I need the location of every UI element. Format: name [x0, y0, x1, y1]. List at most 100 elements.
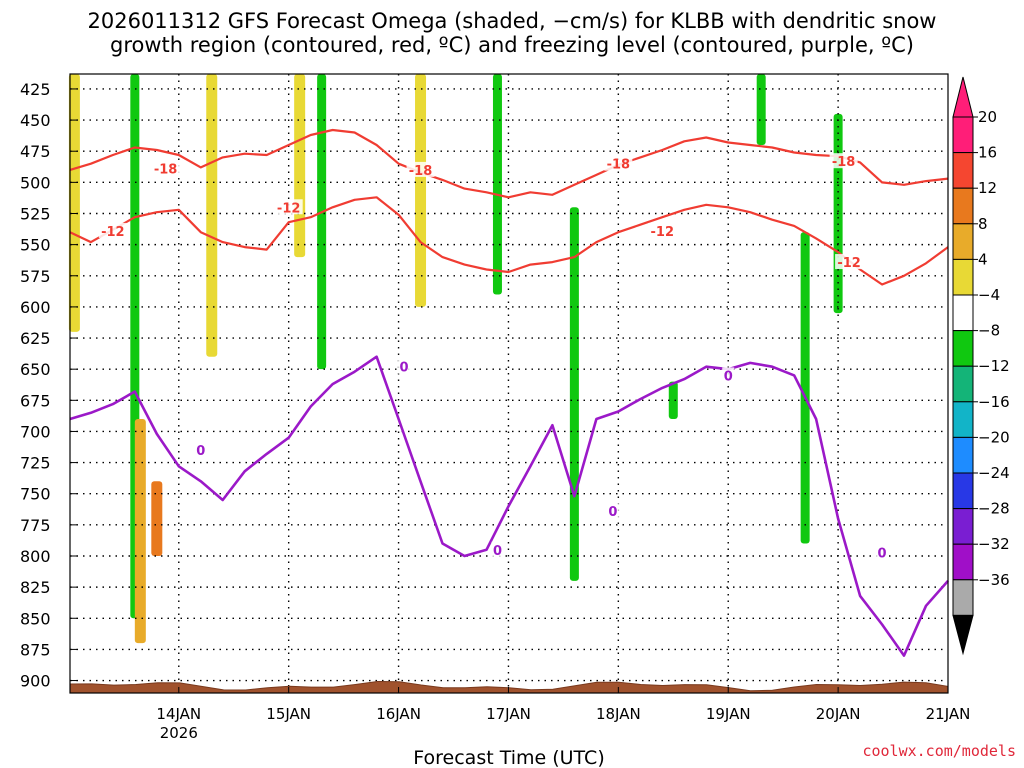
colorbar-segment-1	[952, 152, 974, 189]
contour-label-0: -18	[154, 163, 178, 178]
omega-streak-12	[800, 232, 810, 544]
contour-label-bg-8	[194, 442, 207, 458]
chart-title-line1: 2026011312 GFS Forecast Omega (shaded, −…	[88, 9, 937, 33]
contour-label-bg-2	[604, 155, 633, 171]
omega-streak-7	[415, 74, 427, 307]
omega-streak-11	[756, 74, 766, 145]
contour-label-6: -12	[651, 225, 675, 240]
contour-label-8: 0	[196, 444, 205, 459]
y-tick-label-625: 625	[20, 329, 51, 348]
omega-streak-4	[206, 74, 218, 357]
contour-label-bg-4	[98, 222, 127, 238]
y-tick-label-600: 600	[20, 298, 51, 317]
colorbar-segment-2	[952, 187, 974, 225]
omega-streak-10	[668, 381, 678, 419]
contour-label-11: 0	[608, 505, 617, 520]
contour-label-bg-3	[829, 153, 858, 169]
colorbar-segment-5	[952, 294, 974, 332]
y-axis: 425 450 475 500 525 550 575 600 625 650 675 700 725 7…	[20, 80, 77, 691]
y-tick-label-900: 900	[20, 672, 51, 691]
colorbar-segment-8	[952, 401, 974, 438]
colorbar-bottom-arrow	[952, 614, 974, 656]
colorbar-label-9: −20	[978, 428, 1010, 446]
x-tick-label-20JAN: 20JAN	[816, 705, 861, 723]
contour-label-bg-6	[648, 222, 677, 238]
colorbar: 20 16 12 8 4 −4 −8 −12 −16 −20 −24 −28 −32 −36	[952, 76, 1010, 656]
y-tick-label-650: 650	[20, 360, 51, 379]
colorbar-label-3: 8	[978, 215, 988, 233]
contour-series-2	[69, 355, 949, 657]
credit-text: coolwx.com/models	[862, 742, 1016, 760]
colorbar-label-4: 4	[978, 250, 988, 268]
colorbar-label-8: −16	[978, 393, 1010, 411]
colorbar-label-10: −24	[978, 464, 1010, 482]
omega-streak-8	[492, 74, 502, 295]
y-tick-label-800: 800	[20, 547, 51, 566]
contour-label-7: -12	[837, 256, 861, 271]
contour-series-0	[69, 128, 949, 199]
x-tick-label-21JAN: 21JAN	[926, 705, 971, 723]
colorbar-segment-4	[952, 258, 974, 296]
contour-label-bg-7	[835, 254, 864, 270]
contour-label-bg-0	[151, 160, 180, 176]
plot-border	[69, 73, 949, 694]
colorbar-top-arrow	[952, 76, 974, 118]
colorbar-segment-7	[952, 365, 974, 403]
colorbar-segment-6	[952, 330, 974, 367]
contour-label-13: 0	[878, 546, 887, 561]
colorbar-segment-10	[952, 472, 974, 510]
colorbar-label-1: 16	[978, 144, 997, 162]
contour-label-10: 0	[493, 544, 502, 559]
contour-label-3: -18	[832, 155, 856, 170]
y-tick-label-450: 450	[20, 111, 51, 130]
contour-label-bg-10	[491, 541, 504, 557]
y-tick-label-725: 725	[20, 454, 51, 473]
contour-label-9: 0	[400, 361, 409, 376]
colorbar-segment-3	[952, 223, 974, 260]
contour-label-bg-12	[722, 367, 735, 383]
omega-streak-0	[68, 74, 80, 332]
colorbar-segment-0	[952, 116, 974, 154]
contour-series-1	[69, 196, 949, 286]
x-tick-label-14JAN: 14JAN	[156, 705, 201, 723]
y-tick-label-525: 525	[20, 204, 51, 223]
y-tick-label-575: 575	[20, 267, 51, 286]
colorbar-label-12: −32	[978, 535, 1010, 553]
contour-label-bg-13	[876, 544, 889, 560]
y-tick-label-500: 500	[20, 173, 51, 192]
y-tick-label-700: 700	[20, 422, 51, 441]
contour-label-12: 0	[724, 369, 733, 384]
contour-layer: -18 -18 -18 -18 -12 -12 -12 -12 0 0 0 0 0 0	[69, 128, 949, 657]
colorbar-segment-12	[952, 543, 974, 581]
contour-label-5: -12	[277, 201, 301, 216]
y-tick-label-850: 850	[20, 609, 51, 628]
contour-label-bg-1	[406, 161, 435, 177]
colorbar-segment-11	[952, 508, 974, 545]
colorbar-label-11: −28	[978, 500, 1010, 518]
contour-label-bg-9	[398, 358, 411, 374]
omega-streak-5	[294, 74, 306, 258]
x-tick-label-16JAN: 16JAN	[376, 705, 421, 723]
x-tick-label-19JAN: 19JAN	[706, 705, 751, 723]
x-tick-sublabel-year: 2026	[160, 724, 198, 742]
omega-streak-6	[317, 74, 327, 370]
contour-label-2: -18	[607, 158, 631, 173]
omega-streak-3	[151, 481, 163, 556]
y-tick-label-550: 550	[20, 236, 51, 255]
omega-streak-2	[134, 418, 146, 644]
y-tick-label-775: 775	[20, 516, 51, 535]
x-tick-label-17JAN: 17JAN	[486, 705, 531, 723]
x-tick-label-15JAN: 15JAN	[266, 705, 311, 723]
y-tick-label-475: 475	[20, 142, 51, 161]
chart-title-line2: growth region (contoured, red, ºC) and f…	[110, 33, 914, 57]
plot-frame	[69, 73, 949, 694]
y-tick-label-825: 825	[20, 578, 51, 597]
colorbar-label-13: −36	[978, 571, 1010, 589]
contour-label-bg-5	[274, 199, 303, 215]
x-axis-label: Forecast Time (UTC)	[413, 747, 604, 768]
colorbar-label-7: −12	[978, 357, 1010, 375]
y-tick-label-875: 875	[20, 640, 51, 659]
colorbar-label-2: 12	[978, 179, 997, 197]
colorbar-segment-13	[952, 579, 974, 616]
